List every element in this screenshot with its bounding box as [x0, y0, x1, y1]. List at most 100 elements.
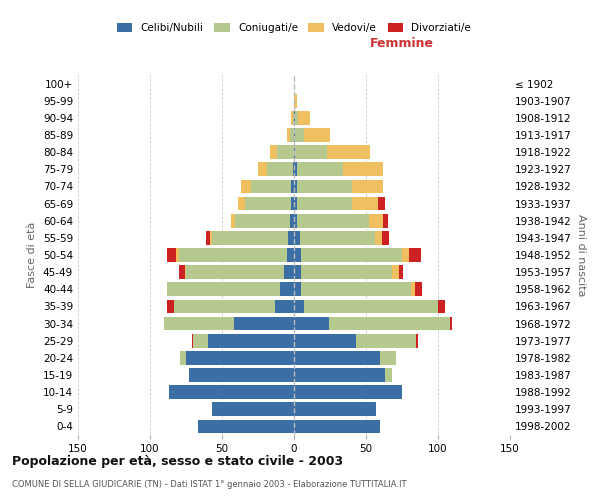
Bar — [208, 334, 294, 347]
Bar — [327, 146, 370, 159]
Bar — [369, 214, 383, 228]
Bar — [167, 300, 175, 314]
Bar — [298, 111, 310, 124]
Text: Femmine: Femmine — [370, 37, 434, 50]
Bar — [392, 266, 399, 279]
Bar — [266, 162, 293, 176]
Bar — [385, 368, 392, 382]
Bar — [212, 402, 294, 416]
Bar — [179, 266, 185, 279]
Bar — [294, 128, 295, 142]
Bar — [294, 196, 297, 210]
Bar — [293, 162, 294, 176]
Bar — [185, 266, 186, 279]
Bar — [301, 266, 392, 279]
Bar — [291, 196, 294, 210]
Bar — [294, 111, 295, 124]
Bar — [294, 282, 301, 296]
Bar — [295, 128, 304, 142]
Bar — [382, 231, 389, 244]
Bar — [294, 162, 297, 176]
Bar — [304, 300, 438, 314]
Bar — [293, 111, 294, 124]
Bar — [329, 316, 449, 330]
Bar — [383, 214, 388, 228]
Bar — [186, 266, 284, 279]
Bar — [233, 316, 294, 330]
Bar — [230, 214, 235, 228]
Bar — [297, 162, 343, 176]
Bar — [297, 180, 352, 194]
Bar — [301, 248, 402, 262]
Y-axis label: Anni di nascita: Anni di nascita — [575, 214, 586, 296]
Bar — [294, 146, 295, 159]
Bar — [300, 231, 374, 244]
Bar — [206, 231, 211, 244]
Bar — [175, 300, 275, 314]
Bar — [294, 214, 297, 228]
Bar — [245, 196, 291, 210]
Bar — [269, 146, 277, 159]
Bar — [304, 128, 330, 142]
Bar — [297, 196, 352, 210]
Bar — [295, 146, 327, 159]
Bar — [238, 196, 245, 210]
Bar — [284, 266, 294, 279]
Bar — [167, 248, 176, 262]
Bar — [449, 316, 452, 330]
Bar — [275, 300, 294, 314]
Bar — [294, 266, 301, 279]
Bar — [287, 248, 294, 262]
Bar — [176, 248, 179, 262]
Bar — [290, 128, 294, 142]
Bar — [301, 282, 410, 296]
Bar — [294, 300, 304, 314]
Bar — [280, 282, 294, 296]
Bar — [277, 146, 294, 159]
Bar — [294, 334, 356, 347]
Legend: Celibi/Nubili, Coniugati/e, Vedovi/e, Divorziati/e: Celibi/Nubili, Coniugati/e, Vedovi/e, Di… — [117, 22, 471, 33]
Bar — [294, 94, 297, 108]
Bar — [410, 282, 415, 296]
Y-axis label: Fasce di età: Fasce di età — [28, 222, 37, 288]
Text: COMUNE DI SELLA GIUDICARIE (TN) - Dati ISTAT 1° gennaio 2003 - Elaborazione TUTT: COMUNE DI SELLA GIUDICARIE (TN) - Dati I… — [12, 480, 407, 489]
Bar — [343, 162, 383, 176]
Bar — [179, 248, 287, 262]
Bar — [192, 334, 193, 347]
Bar — [291, 111, 293, 124]
Bar — [193, 334, 208, 347]
Bar — [294, 316, 329, 330]
Bar — [399, 266, 403, 279]
Bar — [212, 231, 288, 244]
Bar — [167, 282, 280, 296]
Bar — [416, 334, 418, 347]
Bar — [251, 180, 291, 194]
Bar — [287, 128, 290, 142]
Bar — [374, 231, 382, 244]
Bar — [164, 316, 233, 330]
Bar — [197, 420, 294, 434]
Bar — [258, 162, 266, 176]
Bar — [380, 351, 396, 364]
Bar — [415, 282, 422, 296]
Bar — [294, 248, 301, 262]
Bar — [438, 300, 445, 314]
Bar — [402, 248, 409, 262]
Bar — [409, 248, 421, 262]
Bar — [352, 180, 383, 194]
Bar — [189, 368, 294, 382]
Bar — [169, 386, 294, 399]
Bar — [180, 351, 186, 364]
Bar — [235, 214, 290, 228]
Bar — [294, 180, 297, 194]
Bar — [294, 402, 376, 416]
Bar — [294, 351, 380, 364]
Text: Popolazione per età, sesso e stato civile - 2003: Popolazione per età, sesso e stato civil… — [12, 455, 343, 468]
Bar — [211, 231, 212, 244]
Bar — [291, 180, 294, 194]
Bar — [352, 196, 377, 210]
Bar — [356, 334, 416, 347]
Bar — [294, 368, 385, 382]
Bar — [241, 180, 251, 194]
Bar — [295, 111, 298, 124]
